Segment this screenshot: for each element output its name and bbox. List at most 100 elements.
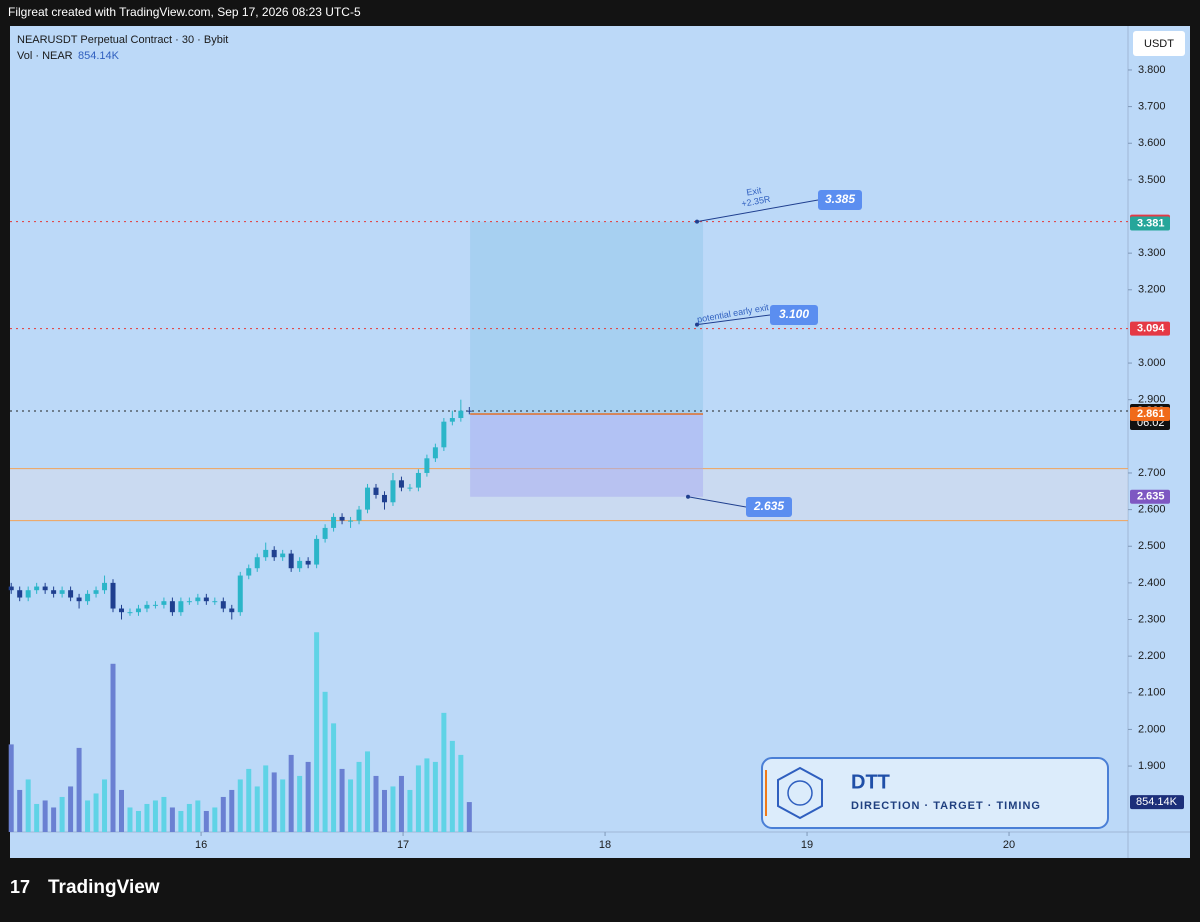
candle-body — [390, 480, 396, 503]
volume-bar — [432, 761, 438, 832]
volume-bar — [322, 691, 328, 832]
volume-bar — [8, 744, 14, 832]
y-tick-label: 2.900 — [1138, 394, 1166, 406]
candle-body — [407, 487, 413, 489]
y-tick-label: 1.900 — [1138, 760, 1166, 772]
plot: 3.800 3.700 3.600 3.500 3.300 3.200 3.000 2.900… — [8, 64, 1184, 851]
price-label-text: 3.381 — [1137, 217, 1165, 229]
candle-body — [458, 410, 464, 419]
volume-bar — [93, 793, 99, 832]
candle-body — [152, 604, 158, 606]
volume-bar — [373, 775, 379, 832]
candle-body — [297, 560, 303, 569]
volume-bar — [212, 807, 218, 832]
volume-bar — [110, 663, 116, 832]
candle-body — [135, 608, 141, 613]
candle-body — [415, 472, 421, 488]
y-tick-label: 2.500 — [1138, 540, 1166, 552]
volume-bar — [161, 796, 167, 832]
candle-body — [466, 410, 472, 412]
candle-body — [118, 608, 124, 613]
stop-area — [470, 413, 704, 497]
candle-body — [68, 590, 74, 598]
volume-bar — [152, 800, 158, 832]
annotation-note: Exit — [746, 185, 763, 198]
volume-bar — [390, 786, 396, 832]
volume-bar — [220, 796, 226, 832]
volume-label — [1130, 795, 1184, 810]
candle-body — [59, 590, 65, 594]
y-tick-label: 3.200 — [1138, 284, 1166, 296]
annotation-dot — [686, 494, 691, 499]
brand-icon — [777, 766, 823, 820]
volume-bar — [263, 765, 269, 832]
volume-bar — [271, 772, 277, 832]
candle-body — [51, 590, 57, 594]
annotation-label: 3.385 — [825, 192, 855, 206]
y-tick-label: 2.200 — [1138, 650, 1166, 662]
y-tick-label: 2.700 — [1138, 467, 1166, 479]
annotation-label: 2.635 — [753, 499, 784, 513]
volume-bar — [68, 786, 74, 832]
volume-bar — [203, 810, 209, 832]
candle-body — [212, 601, 218, 603]
y-tick-label: 3.500 — [1138, 174, 1166, 186]
volume-bar — [305, 761, 311, 832]
annotation-box — [818, 190, 862, 210]
currency-button[interactable] — [1133, 31, 1185, 56]
volume-bar — [398, 775, 404, 832]
x-tick-label: 20 — [1003, 839, 1015, 851]
volume-bar — [42, 800, 48, 832]
attribution: Filgreat created with TradingView.com, S… — [8, 5, 361, 19]
volume-bar — [186, 803, 192, 832]
target-area — [470, 221, 704, 414]
candle-body — [373, 487, 379, 495]
volume-bar — [297, 775, 303, 832]
candle-body — [144, 604, 150, 609]
brand-icon — [787, 780, 813, 806]
volume-bar — [356, 761, 362, 832]
candle-body — [25, 590, 31, 598]
logo: TradingView — [48, 877, 160, 898]
candle-body — [229, 608, 235, 613]
volume-bar — [127, 807, 133, 832]
annotation-dot — [695, 322, 700, 327]
candle-body — [76, 597, 82, 602]
chart-title: NEARUSDT Perpetual Contract · 30 · Bybit — [17, 34, 228, 46]
price-label — [1130, 216, 1170, 231]
candle-body — [169, 601, 175, 613]
volume-bar — [195, 800, 201, 832]
candle-body — [432, 447, 438, 459]
candle-body — [449, 418, 455, 422]
volume-bar — [288, 754, 294, 832]
candle-body — [17, 590, 23, 598]
volume-bar — [339, 768, 345, 832]
volume-title: Vol · NEAR — [17, 50, 73, 62]
x-tick-label: 17 — [397, 839, 409, 851]
logo-icon: 17 — [10, 877, 30, 897]
y-tick-label: 2.600 — [1138, 504, 1166, 516]
candle-body — [365, 487, 371, 510]
volume-bar — [51, 807, 57, 832]
candle-body — [237, 575, 243, 613]
y-tick-label: 3.600 — [1138, 137, 1166, 149]
candle-body — [271, 549, 277, 558]
volume-value: 854.14K — [78, 50, 120, 62]
volume-bar — [441, 712, 447, 832]
volume-bar — [254, 786, 260, 832]
candle-body — [381, 494, 387, 503]
candle-body — [195, 597, 201, 602]
y-tick-label: 3.800 — [1138, 64, 1166, 76]
y-tick-label: 2.000 — [1138, 723, 1166, 735]
candle-body — [288, 553, 294, 569]
candle-body — [280, 553, 286, 558]
volume-bar — [458, 754, 464, 832]
volume-bar — [415, 765, 421, 832]
volume-bar — [466, 802, 472, 832]
annotation-box — [746, 497, 792, 517]
volume-bar — [229, 789, 235, 832]
candle-body — [254, 557, 260, 569]
volume-bar — [424, 758, 430, 832]
candle-body — [356, 509, 362, 521]
